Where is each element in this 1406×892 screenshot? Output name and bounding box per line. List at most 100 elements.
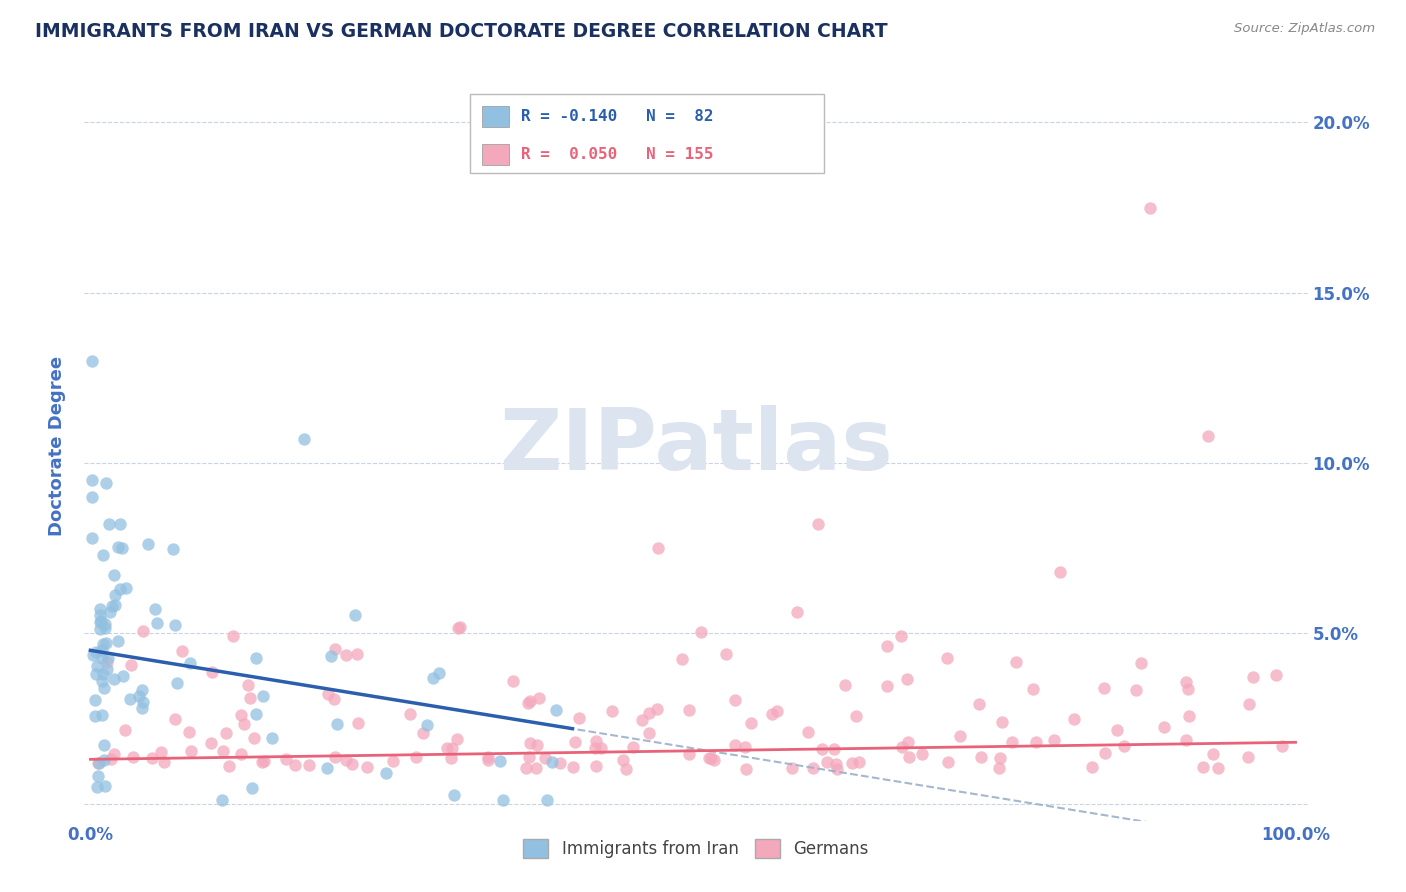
Point [443,788,465,802]
Point [80,354,103,368]
Point [91,643,114,657]
Point [100,752,122,766]
Point [96,636,118,650]
Point [87,756,110,770]
Point [91,674,114,689]
Point [761,707,783,722]
Point [93,681,115,695]
Point [897,735,920,749]
Point [422,671,444,685]
Point [690,624,713,639]
Point [825,756,848,771]
Point [163,712,186,726]
Point [245,706,267,721]
Point [215,726,238,740]
Point [132,624,155,638]
Point [110,582,132,597]
Point [335,752,357,766]
Point [614,762,637,776]
Point [970,750,993,764]
Point [98,605,121,619]
Point [412,726,434,740]
Text: R =  0.050   N = 155: R = 0.050 N = 155 [522,146,714,161]
Point [229,708,252,723]
Point [1153,720,1175,734]
Point [253,754,276,768]
Point [671,652,693,666]
Point [697,751,720,765]
Point [141,751,163,765]
Point [724,693,747,707]
Point [274,752,297,766]
Point [416,718,439,732]
Point [87,769,110,783]
Point [153,756,176,770]
Point [239,690,262,705]
Point [84,666,107,681]
Point [630,713,652,727]
Point [179,657,201,671]
Point [782,761,804,775]
Point [796,724,818,739]
Point [179,724,201,739]
Legend: Immigrants from Iran, Germans: Immigrants from Iran, Germans [516,833,876,864]
Point [825,763,848,777]
Text: R = -0.140   N =  82: R = -0.140 N = 82 [522,109,714,124]
Point [645,702,668,716]
Point [86,658,108,673]
FancyBboxPatch shape [482,106,509,127]
Point [101,599,124,613]
Point [1001,735,1024,749]
Point [436,741,458,756]
Point [131,695,153,709]
Point [441,740,464,755]
Point [93,666,115,681]
Point [534,751,557,765]
Point [1197,429,1219,443]
Point [96,476,118,491]
Point [120,658,142,673]
Point [236,678,259,692]
Point [243,731,266,745]
Point [80,473,103,487]
Point [834,678,856,692]
Point [94,617,117,632]
Point [97,651,120,665]
Point [1130,657,1153,671]
Point [112,669,135,683]
Point [637,706,659,721]
Point [988,751,1011,765]
Point [212,744,235,758]
Point [108,516,131,531]
Point [96,662,118,676]
Y-axis label: Doctorate Degree: Doctorate Degree [48,356,66,536]
Point [583,741,606,756]
Point [211,793,233,807]
Point [766,704,789,718]
Point [93,738,115,752]
Point [1178,709,1201,723]
Point [519,694,541,708]
Point [298,758,321,772]
Point [427,665,450,680]
Point [841,756,863,771]
Point [844,708,866,723]
Point [103,673,125,687]
Point [585,734,607,748]
Point [96,655,118,669]
Point [489,755,512,769]
Point [325,642,347,657]
Point [568,711,591,725]
Point [335,648,357,662]
Point [170,644,193,658]
Point [638,726,661,740]
Point [94,779,117,793]
Point [89,602,111,616]
Point [84,645,107,659]
Point [564,735,586,749]
Point [218,759,240,773]
Point [252,689,274,703]
Point [988,760,1011,774]
Point [447,621,470,635]
Point [87,756,110,770]
